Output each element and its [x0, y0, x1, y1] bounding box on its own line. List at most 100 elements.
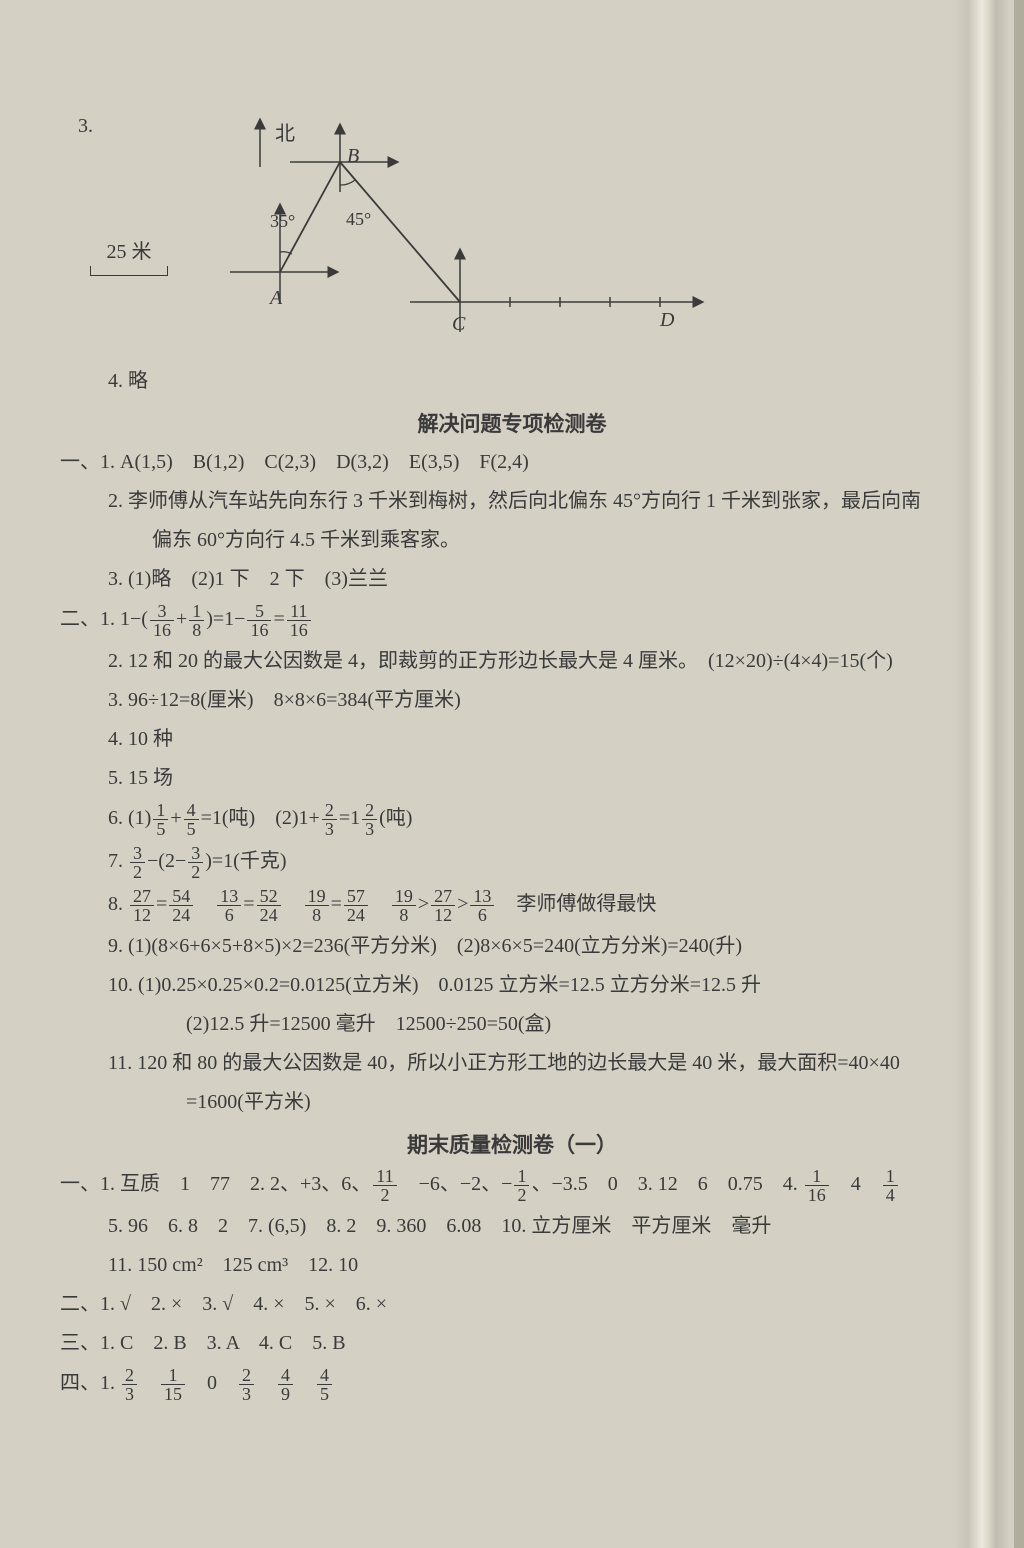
d: 5	[153, 820, 168, 838]
t: 、−3.5 0 3. 12 6 0.75 4.	[531, 1173, 802, 1195]
frac: 18	[189, 602, 204, 639]
title-2: 期末质量检测卷（一）	[60, 1129, 964, 1159]
d: 3	[239, 1385, 254, 1403]
deg35: 35°	[270, 211, 295, 232]
s2p11b: =1600(平方米)	[60, 1086, 964, 1119]
d: 8	[189, 621, 204, 639]
frac: 23	[322, 801, 337, 838]
frac: 23	[362, 801, 377, 838]
t: )=1−	[206, 608, 245, 630]
frac: 112	[373, 1167, 396, 1204]
n: 1	[883, 1167, 898, 1186]
n: 13	[470, 887, 494, 906]
d: 3	[322, 820, 337, 838]
d: 16	[287, 621, 311, 639]
d: 5	[317, 1385, 332, 1403]
t: −6、−2、−	[399, 1173, 513, 1195]
s3p2: 5. 96 6. 8 2 7. (6,5) 8. 2 9. 360 6.08 1…	[60, 1210, 964, 1243]
d: 3	[362, 820, 377, 838]
s3p1: 一、1. 互质 1 77 2. 2、+3、6、112 −6、−2、−12、−3.…	[60, 1167, 964, 1204]
A-label: A	[270, 287, 282, 310]
frac: 45	[317, 1366, 332, 1403]
frac: 5724	[344, 887, 368, 924]
d: 9	[278, 1385, 293, 1403]
t: =1	[339, 807, 360, 829]
n: 52	[257, 887, 281, 906]
s1p1: 一、1. A(1,5) B(1,2) C(2,3) D(3,2) E(3,5) …	[60, 446, 964, 479]
d: 24	[257, 906, 281, 924]
page-content: 3. 25 米	[0, 0, 1024, 1449]
frac: 32	[188, 844, 203, 881]
d: 5	[184, 820, 199, 838]
t: =1(吨) (2)1+	[201, 807, 320, 829]
frac: 516	[247, 602, 271, 639]
frac: 23	[239, 1366, 254, 1403]
n: 1	[189, 602, 204, 621]
t: (吨)	[379, 807, 412, 829]
frac: 115	[161, 1366, 185, 1403]
t: 李师傅做得最快	[496, 893, 656, 915]
d: 6	[470, 906, 494, 924]
s2p1: 二、1. 1−(316+18)=1−516=1116	[60, 602, 964, 639]
frac: 2712	[431, 887, 455, 924]
t: 四、1.	[60, 1372, 120, 1394]
frac: 32	[130, 844, 145, 881]
frac: 45	[184, 801, 199, 838]
n: 19	[305, 887, 329, 906]
frac: 198	[392, 887, 416, 924]
t: 一、1. 互质 1 77 2. 2、+3、6、	[60, 1173, 371, 1195]
d: 24	[344, 906, 368, 924]
t: =	[331, 893, 342, 915]
n: 11	[287, 602, 311, 621]
t	[295, 1372, 315, 1394]
n: 1	[153, 801, 168, 820]
t	[256, 1372, 276, 1394]
s2p7: 7. 32−(2−32)=1(千克)	[60, 844, 964, 881]
n: 57	[344, 887, 368, 906]
d: 2	[188, 863, 203, 881]
title-1: 解决问题专项检测卷	[60, 408, 964, 438]
deg45: 45°	[346, 209, 371, 230]
s2p11a: 11. 120 和 80 的最大公因数是 40，所以小正方形工地的边长最大是 4…	[60, 1047, 964, 1080]
t: =	[273, 608, 284, 630]
q4: 4. 略	[60, 365, 964, 398]
t: 4	[831, 1173, 881, 1195]
s1p2b: 偏东 60°方向行 4.5 千米到乘客家。	[60, 524, 964, 557]
s2p10b: (2)12.5 升=12500 毫升 12500÷250=50(盒)	[60, 1008, 964, 1041]
t: 0	[187, 1372, 237, 1394]
d: 4	[883, 1186, 898, 1204]
s2p5: 5. 15 场	[60, 762, 964, 795]
n: 54	[169, 887, 193, 906]
s2p4: 4. 10 种	[60, 723, 964, 756]
s3p6: 四、1. 23 115 0 23 49 45	[60, 1366, 964, 1403]
scale-bar	[90, 266, 168, 276]
n: 11	[373, 1167, 396, 1186]
s3p3: 11. 150 cm² 125 cm³ 12. 10	[60, 1249, 964, 1282]
n: 5	[247, 602, 271, 621]
D-label: D	[660, 309, 674, 332]
s3p5: 三、1. C 2. B 3. A 4. C 5. B	[60, 1327, 964, 1360]
q3-diagram: 3. 25 米	[60, 115, 964, 345]
d: 16	[805, 1186, 829, 1204]
right-strip	[1014, 0, 1024, 1548]
t: )=1(千克)	[205, 850, 286, 872]
d: 8	[392, 906, 416, 924]
n: 13	[217, 887, 241, 906]
t: 6. (1)	[108, 807, 151, 829]
n: 4	[278, 1366, 293, 1385]
frac: 23	[122, 1366, 137, 1403]
s2p3: 3. 96÷12=8(厘米) 8×8×6=384(平方厘米)	[60, 684, 964, 717]
north-label: 北	[275, 117, 295, 146]
t: +	[170, 807, 181, 829]
n: 27	[431, 887, 455, 906]
d: 12	[130, 906, 154, 924]
d: 6	[217, 906, 241, 924]
n: 1	[514, 1167, 529, 1186]
frac: 2712	[130, 887, 154, 924]
n: 2	[362, 801, 377, 820]
frac: 316	[150, 602, 174, 639]
n: 2	[322, 801, 337, 820]
q3-num: 3.	[78, 115, 93, 138]
d: 24	[169, 906, 193, 924]
scale-label: 25 米	[90, 235, 168, 276]
